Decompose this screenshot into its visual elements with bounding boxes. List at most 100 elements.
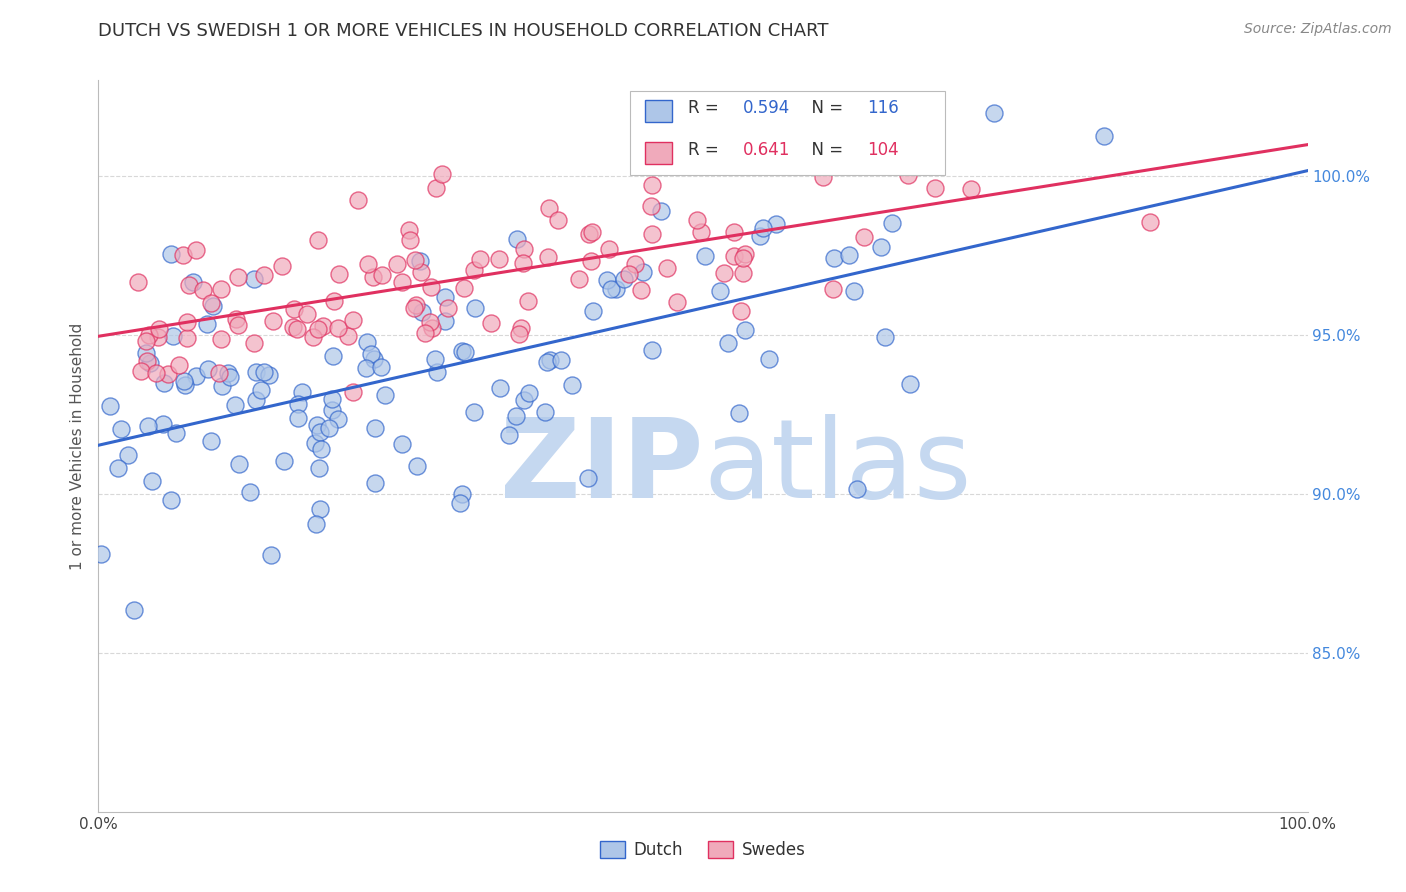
- Point: [225, 312, 247, 326]
- Point: [224, 398, 246, 412]
- Point: [302, 330, 325, 344]
- Point: [172, 248, 194, 262]
- Point: [479, 316, 502, 330]
- Point: [411, 265, 433, 279]
- Point: [328, 268, 350, 282]
- Point: [676, 138, 699, 153]
- Point: [517, 386, 540, 401]
- Point: [177, 277, 200, 292]
- FancyBboxPatch shape: [630, 91, 945, 176]
- Point: [419, 315, 441, 329]
- Point: [249, 384, 271, 398]
- Point: [322, 293, 344, 308]
- Point: [307, 233, 329, 247]
- Point: [152, 376, 174, 391]
- Point: [731, 267, 754, 281]
- Point: [725, 127, 748, 141]
- Point: [165, 425, 187, 440]
- Point: [363, 351, 385, 366]
- Text: 104: 104: [868, 141, 898, 159]
- Point: [453, 281, 475, 295]
- Point: [124, 603, 146, 617]
- Point: [631, 264, 654, 278]
- Point: [228, 457, 250, 471]
- Point: [640, 199, 662, 213]
- Point: [420, 321, 443, 335]
- Point: [405, 298, 427, 312]
- Point: [391, 437, 413, 451]
- Point: [127, 275, 149, 289]
- Point: [430, 167, 453, 181]
- Point: [537, 201, 560, 215]
- Point: [385, 257, 408, 271]
- Point: [823, 252, 845, 266]
- Point: [173, 378, 195, 392]
- Point: [624, 257, 647, 271]
- Point: [505, 409, 527, 423]
- Point: [509, 321, 531, 335]
- Point: [245, 392, 267, 407]
- Point: [406, 459, 429, 474]
- Point: [686, 212, 709, 227]
- Point: [139, 356, 162, 370]
- Point: [550, 353, 572, 368]
- Point: [364, 476, 387, 491]
- Point: [733, 251, 755, 265]
- Point: [513, 243, 536, 257]
- Point: [273, 454, 295, 468]
- Point: [752, 221, 775, 235]
- Point: [328, 321, 350, 335]
- Point: [838, 248, 860, 262]
- Point: [690, 225, 713, 239]
- Point: [307, 418, 329, 433]
- Point: [813, 169, 835, 184]
- Point: [873, 330, 896, 344]
- Point: [451, 487, 474, 501]
- Point: [201, 299, 224, 313]
- Point: [308, 461, 330, 475]
- Point: [853, 230, 876, 244]
- Point: [581, 225, 603, 239]
- Legend: Dutch, Swedes: Dutch, Swedes: [593, 834, 813, 865]
- Point: [468, 252, 491, 266]
- Point: [630, 283, 652, 297]
- Point: [245, 365, 267, 379]
- Point: [821, 282, 844, 296]
- Point: [765, 217, 787, 231]
- Text: R =: R =: [689, 141, 724, 159]
- Point: [110, 421, 132, 435]
- Point: [162, 329, 184, 343]
- Point: [217, 366, 239, 380]
- Point: [226, 269, 249, 284]
- Text: R =: R =: [689, 98, 724, 117]
- Point: [449, 496, 471, 510]
- Point: [419, 280, 441, 294]
- Point: [305, 517, 328, 532]
- Point: [402, 301, 425, 316]
- Point: [173, 374, 195, 388]
- Point: [176, 331, 198, 345]
- Point: [399, 233, 422, 247]
- Point: [159, 493, 181, 508]
- Point: [283, 302, 305, 317]
- Point: [600, 283, 623, 297]
- Point: [924, 181, 946, 195]
- Point: [860, 120, 883, 135]
- Point: [437, 301, 460, 315]
- Point: [640, 343, 662, 357]
- Point: [287, 410, 309, 425]
- Point: [758, 351, 780, 366]
- Point: [347, 193, 370, 207]
- Bar: [645, 142, 672, 164]
- Point: [260, 548, 283, 562]
- Point: [361, 270, 384, 285]
- Point: [488, 381, 510, 395]
- Text: DUTCH VS SWEDISH 1 OR MORE VEHICLES IN HOUSEHOLD CORRELATION CHART: DUTCH VS SWEDISH 1 OR MORE VEHICLES IN H…: [98, 22, 830, 40]
- Point: [1092, 128, 1115, 143]
- Point: [605, 282, 627, 296]
- Point: [434, 314, 457, 328]
- Point: [398, 222, 420, 236]
- Point: [374, 388, 396, 402]
- Point: [364, 421, 387, 435]
- Point: [1139, 215, 1161, 229]
